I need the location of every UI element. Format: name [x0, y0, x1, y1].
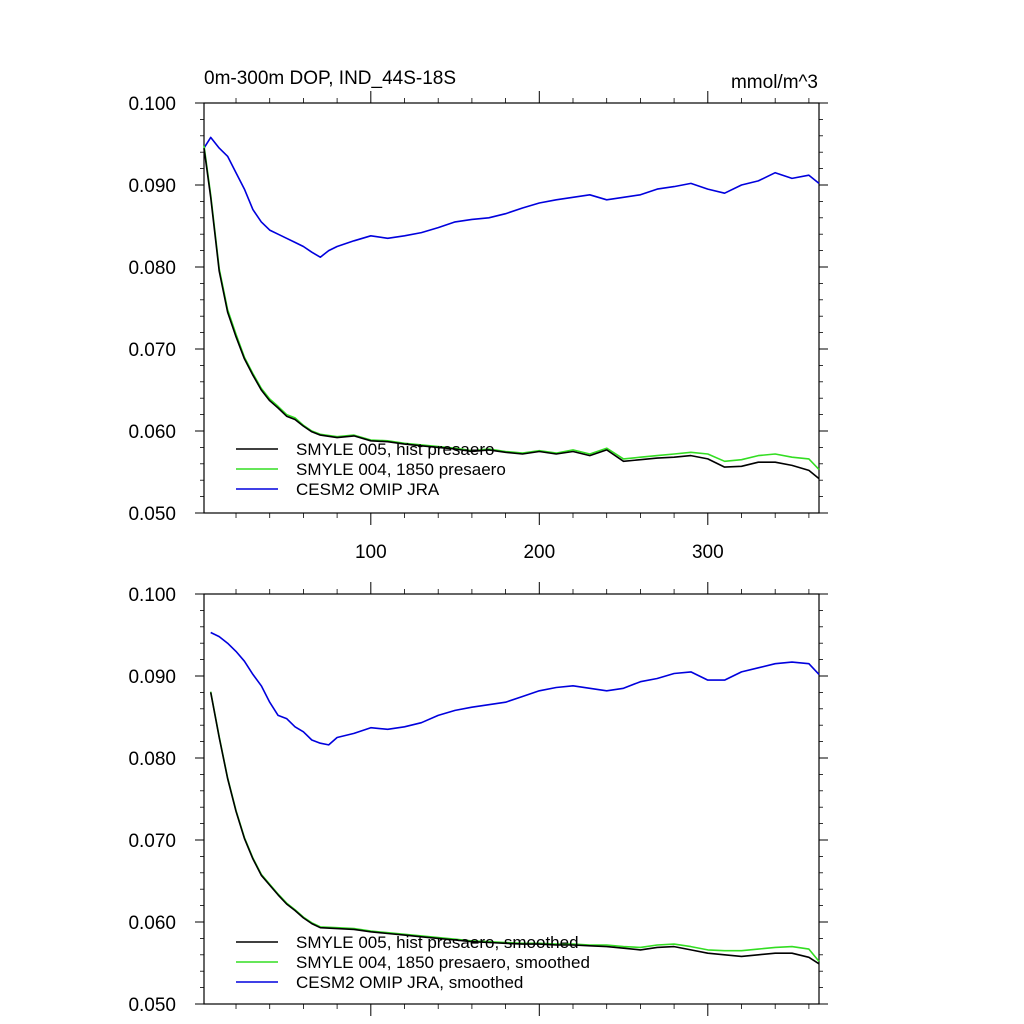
top-y-tick-labels: 0.050 0.060 0.070 0.080 0.090 0.100	[128, 94, 176, 525]
bottom-legend-label: SMYLE 005, hist presaero, smoothed	[296, 933, 579, 952]
bottom-y-tick-label: 0.080	[128, 749, 176, 770]
bottom-y-tick-labels: 0.050 0.060 0.070 0.080 0.090 0.100	[128, 585, 176, 1016]
top-plot-frame	[203, 102, 820, 514]
top-y-tick-label: 0.070	[128, 340, 176, 361]
top-x-tick-label: 200	[523, 542, 555, 563]
bottom-y-tick-label: 0.070	[128, 831, 176, 852]
top-legend-label: CESM2 OMIP JRA	[296, 480, 440, 499]
top-x-tick-label: 100	[355, 542, 387, 563]
bottom-y-tick-label: 0.100	[128, 585, 176, 606]
top-x-tick-labels: 100 200 300	[355, 542, 724, 563]
top-panel-units: mmol/m^3	[731, 72, 818, 93]
top-y-tick-label: 0.080	[128, 258, 176, 279]
top-x-tick-label: 300	[692, 542, 724, 563]
bottom-legend: SMYLE 005, hist presaero, smoothedSMYLE …	[236, 933, 590, 992]
bottom-axis-ticks	[195, 582, 828, 1016]
bottom-y-tick-label: 0.090	[128, 667, 176, 688]
bottom-series-line-1	[209, 692, 820, 965]
bottom-legend-label: CESM2 OMIP JRA, smoothed	[296, 973, 523, 992]
top-y-tick-label: 0.090	[128, 176, 176, 197]
top-panel: 0m-300m DOP, IND_44S-18S mmol/m^3 100 200…	[128, 68, 828, 563]
top-y-tick-label: 0.100	[128, 94, 176, 115]
bottom-legend-label: SMYLE 004, 1850 presaero, smoothed	[296, 953, 590, 972]
top-y-tick-label: 0.060	[128, 422, 176, 443]
bottom-panel: 0.050 0.060 0.070 0.080 0.090 0.100 SMYLE 005…	[128, 582, 828, 1016]
bottom-series-line-3	[210, 631, 820, 746]
top-axis-ticks	[195, 91, 828, 525]
top-panel-title: 0m-300m DOP, IND_44S-18S	[204, 68, 456, 89]
top-legend-label: SMYLE 005, hist presaero	[296, 440, 494, 459]
bottom-y-tick-label: 0.050	[128, 995, 176, 1016]
top-series-lines	[203, 136, 820, 480]
bottom-plot-frame	[203, 593, 820, 1005]
top-series-line-3	[203, 136, 820, 259]
top-y-tick-label: 0.050	[128, 504, 176, 525]
bottom-series-lines	[209, 631, 820, 965]
top-series-line-1	[203, 147, 820, 480]
top-legend-label: SMYLE 004, 1850 presaero	[296, 460, 506, 479]
bottom-y-tick-label: 0.060	[128, 913, 176, 934]
